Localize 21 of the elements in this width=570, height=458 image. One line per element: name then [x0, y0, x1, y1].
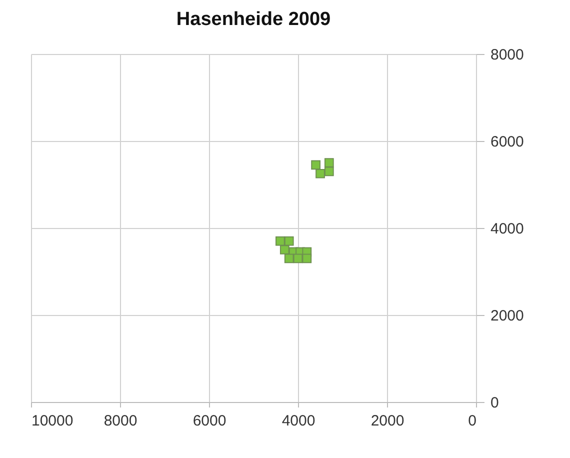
chart-title: Hasenheide 2009: [176, 9, 331, 30]
x-tick-label: 2000: [370, 412, 404, 430]
point: [311, 160, 320, 170]
x-tick-label: 0: [468, 412, 476, 430]
point: [280, 245, 290, 254]
y-tick-label: 6000: [490, 134, 524, 150]
x-tick-label: 8000: [104, 412, 138, 430]
x-tick-label: 6000: [192, 412, 226, 430]
point: [324, 158, 334, 168]
point: [324, 166, 334, 176]
point: [302, 254, 312, 264]
point: [316, 168, 325, 178]
x-tick-label: 4000: [282, 412, 316, 430]
x-tick-label: 10000: [32, 412, 74, 430]
y-tick-label: 8000: [490, 46, 524, 64]
point: [284, 236, 294, 246]
y-tick-label: 0: [490, 394, 499, 412]
point: [284, 254, 294, 264]
point: [276, 236, 285, 246]
y-tick-label: 2000: [490, 308, 524, 324]
y-tick-label: 4000: [490, 220, 524, 238]
